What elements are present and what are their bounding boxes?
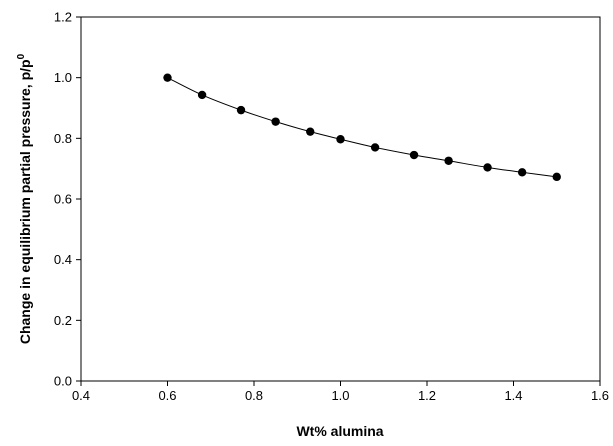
plot-frame (80, 16, 601, 382)
axes-layer: 0.4 0.6 0.8 1.0 1.2 1.4 1.6 0.0 0.2 0.4 0.6 0.8 1.0 1… (54, 10, 609, 404)
data-point (444, 156, 453, 165)
data-point (370, 143, 380, 152)
x-tick-label: 0.6 (158, 388, 176, 403)
x-tick-label: 0.8 (245, 388, 263, 403)
y-tick-label: 1.0 (54, 70, 72, 85)
y-tick-label: 0.8 (54, 131, 72, 146)
x-tick-label: 0.4 (72, 388, 90, 403)
y-tick-label: 0.0 (54, 374, 72, 389)
series-layer (163, 73, 561, 182)
data-point (163, 73, 172, 82)
y-tick-label: 0.6 (54, 192, 72, 207)
data-point (483, 163, 492, 172)
y-axis-title-superscript: 0 (16, 53, 27, 59)
data-point (271, 117, 280, 126)
data-point (552, 172, 561, 182)
x-axis-title: Wt% alumina (296, 423, 383, 439)
y-axis-title-text: Change in equilibrium partial pressure, … (17, 59, 33, 344)
data-point (517, 168, 527, 177)
x-tick-label: 1.4 (504, 388, 522, 403)
y-axis-title: Change in equilibrium partial pressure, … (16, 53, 33, 344)
x-tick-label: 1.0 (331, 388, 349, 403)
x-tick-label: 1.2 (418, 388, 436, 403)
data-point (197, 90, 207, 100)
data-point (336, 135, 345, 144)
data-point (409, 150, 419, 160)
y-tick-label: 0.2 (54, 313, 72, 328)
data-point (306, 127, 315, 136)
y-tick-label: 1.2 (54, 10, 72, 25)
y-tick-label: 0.4 (54, 252, 72, 267)
x-tick-label: 1.6 (591, 388, 609, 403)
series-line (167, 77, 557, 178)
data-point (236, 105, 246, 115)
